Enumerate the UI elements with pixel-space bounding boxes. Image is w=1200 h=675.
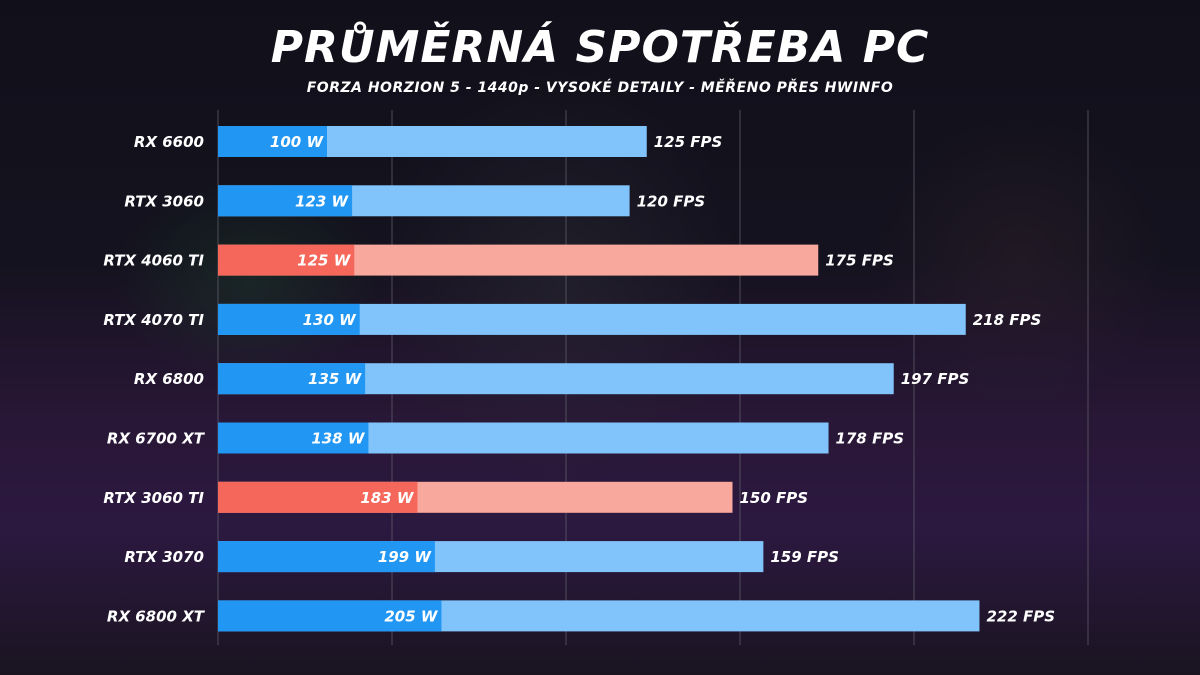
- power-bar: [218, 481, 418, 513]
- power-bar: [218, 600, 442, 632]
- category-label: RX 6800 XT: [107, 607, 206, 625]
- power-bar: [218, 126, 327, 157]
- power-value-label: 125 W: [297, 252, 352, 270]
- category-label: RX 6700 XT: [107, 430, 206, 448]
- power-value-label: 138 W: [311, 430, 366, 448]
- fps-value-label: 159 FPS: [770, 548, 839, 566]
- category-label: RTX 4060 TI: [103, 252, 204, 270]
- power-value-label: 205 W: [384, 607, 439, 625]
- category-label: RTX 3070: [124, 548, 204, 566]
- power-bar: [218, 422, 369, 454]
- fps-value-label: 175 FPS: [825, 252, 894, 270]
- power-bar: [218, 363, 366, 395]
- fps-value-label: 120 FPS: [637, 192, 706, 210]
- fps-value-label: 218 FPS: [973, 311, 1042, 329]
- fps-value-label: 150 FPS: [740, 489, 809, 507]
- fps-value-label: 178 FPS: [836, 430, 905, 448]
- category-label: RTX 3060 TI: [103, 489, 204, 507]
- power-bar: [218, 185, 353, 217]
- power-value-label: 199 W: [378, 548, 433, 566]
- power-value-label: 183 W: [360, 489, 415, 507]
- fps-value-label: 125 FPS: [654, 133, 723, 151]
- power-bar: [218, 244, 355, 276]
- category-label: RX 6600: [134, 133, 204, 151]
- category-label: RTX 3060: [124, 192, 204, 210]
- chart-subtitle: FORZA HORZION 5 - 1440p - VYSOKÉ DETAILY…: [306, 80, 894, 96]
- power-value-label: 123 W: [295, 192, 350, 210]
- power-value-label: 135 W: [308, 370, 363, 388]
- chart-title: PRŮMĚRNÁ SPOTŘEBA PC: [270, 22, 930, 73]
- category-label: RX 6800: [134, 370, 204, 388]
- power-value-label: 100 W: [270, 133, 325, 151]
- fps-value-label: 222 FPS: [986, 607, 1055, 625]
- power-bar: [218, 541, 435, 573]
- fps-value-label: 197 FPS: [901, 370, 970, 388]
- power-value-label: 130 W: [303, 311, 358, 329]
- power-bar: [218, 303, 360, 335]
- category-label: RTX 4070 TI: [103, 311, 204, 329]
